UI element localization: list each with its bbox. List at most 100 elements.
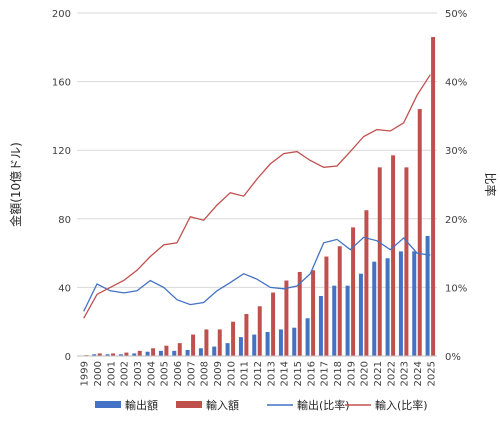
- bar-import: [124, 352, 129, 356]
- bar-import: [417, 109, 422, 356]
- bar-import: [217, 329, 222, 356]
- x-tick-label: 2024: [413, 361, 424, 386]
- y2-tick-label: 10%: [445, 283, 467, 294]
- x-tick-label: 2016: [306, 361, 317, 386]
- bar-import: [324, 256, 329, 356]
- bar-export: [185, 349, 190, 356]
- bar-export: [318, 295, 323, 356]
- bar-export: [305, 318, 310, 356]
- legend-swatch: [95, 401, 121, 408]
- bar-import: [111, 353, 116, 356]
- x-tick-label: 2018: [333, 361, 344, 386]
- x-tick-label: 2007: [186, 361, 197, 386]
- left-axis: 0 40 80 120 160 200: [52, 9, 71, 363]
- bars: [78, 37, 436, 356]
- bar-export: [265, 331, 270, 356]
- x-tick-label: 2004: [146, 361, 157, 386]
- x-tick-label: 2005: [160, 361, 171, 386]
- legend-label: 輸入(比率): [375, 398, 428, 412]
- x-tick-label: 1999: [80, 361, 91, 386]
- bar-import: [337, 246, 342, 356]
- x-tick-label: 2000: [93, 361, 104, 386]
- bar-export: [292, 327, 297, 356]
- lines: [83, 74, 431, 319]
- bar-export: [158, 350, 163, 356]
- bar-import: [311, 270, 316, 356]
- x-tick-label: 2021: [373, 361, 384, 386]
- y-tick-label: 0: [65, 352, 71, 363]
- line-import-ratio: [83, 74, 431, 319]
- x-tick-label: 2015: [293, 361, 304, 386]
- bar-import: [271, 292, 276, 356]
- bar-import: [284, 280, 289, 356]
- y-tick-label: 200: [52, 9, 71, 20]
- y2-tick-label: 30%: [445, 146, 467, 157]
- y-tick-label: 160: [52, 78, 71, 89]
- x-tick-label: 2002: [120, 361, 131, 386]
- y-axis-title: 金額(10億ドル): [8, 142, 23, 227]
- bar-import: [351, 227, 356, 356]
- x-tick-label: 2003: [133, 361, 144, 386]
- bar-export: [252, 334, 257, 356]
- bar-export: [118, 354, 123, 356]
- bar-import: [257, 306, 262, 356]
- bar-export: [345, 285, 350, 356]
- x-tick-label: 2012: [253, 361, 264, 386]
- bar-export: [278, 329, 283, 356]
- x-tick-label: 2001: [106, 361, 117, 386]
- bar-import: [97, 353, 102, 356]
- bar-export: [132, 353, 137, 356]
- legend-swatch: [176, 401, 202, 408]
- x-tick-label: 2014: [280, 361, 291, 386]
- bar-export: [385, 258, 390, 356]
- bar-import: [364, 210, 369, 356]
- x-axis: 1999 2000 2001 2002 2003 2004 2005 2006 2007 2008…: [77, 355, 437, 386]
- bar-import: [404, 167, 409, 356]
- x-tick-label: 2023: [400, 361, 411, 386]
- bar-export: [412, 251, 417, 356]
- x-tick-label: 2020: [360, 361, 371, 386]
- bar-export: [225, 343, 230, 356]
- grid: [77, 12, 437, 357]
- legend-label: 輸出額: [125, 398, 158, 412]
- bar-export: [238, 337, 243, 356]
- y2-axis-title: 比率: [483, 172, 498, 196]
- bar-export: [145, 351, 150, 356]
- bar-import: [431, 37, 436, 356]
- y2-tick-label: 50%: [445, 9, 467, 20]
- bar-import: [231, 321, 236, 356]
- bar-import: [177, 343, 182, 356]
- bar-import: [244, 313, 249, 356]
- bar-export: [212, 346, 217, 356]
- x-tick-label: 2017: [320, 361, 331, 386]
- legend: 輸出額 輸入額 輸出(比率) 輸入(比率): [95, 398, 428, 412]
- y-tick-label: 120: [52, 146, 71, 157]
- y-tick-label: 40: [58, 283, 71, 294]
- bar-import: [191, 334, 196, 356]
- bar-import: [391, 155, 396, 356]
- x-tick-label: 2013: [266, 361, 277, 386]
- x-tick-label: 2022: [386, 361, 397, 386]
- x-tick-label: 2019: [346, 361, 357, 386]
- bar-export: [372, 261, 377, 356]
- bar-export: [425, 235, 430, 356]
- x-tick-label: 2008: [200, 361, 211, 386]
- y2-tick-label: 0%: [445, 352, 461, 363]
- bar-export: [358, 273, 363, 356]
- y2-tick-label: 20%: [445, 215, 467, 226]
- bar-import: [204, 329, 209, 356]
- x-tick-label: 2011: [240, 361, 251, 386]
- legend-label: 輸入額: [206, 398, 239, 412]
- bar-import: [164, 345, 169, 356]
- x-tick-label: 2006: [173, 361, 184, 386]
- x-tick-label: 2025: [426, 361, 437, 386]
- bar-export: [92, 354, 97, 356]
- bar-import: [297, 271, 302, 356]
- line-export-ratio: [83, 236, 431, 312]
- bar-import: [137, 350, 142, 356]
- bar-export: [198, 348, 203, 356]
- y-tick-label: 80: [58, 215, 71, 226]
- x-tick-label: 2009: [213, 361, 224, 386]
- x-tick-label: 2010: [226, 361, 237, 386]
